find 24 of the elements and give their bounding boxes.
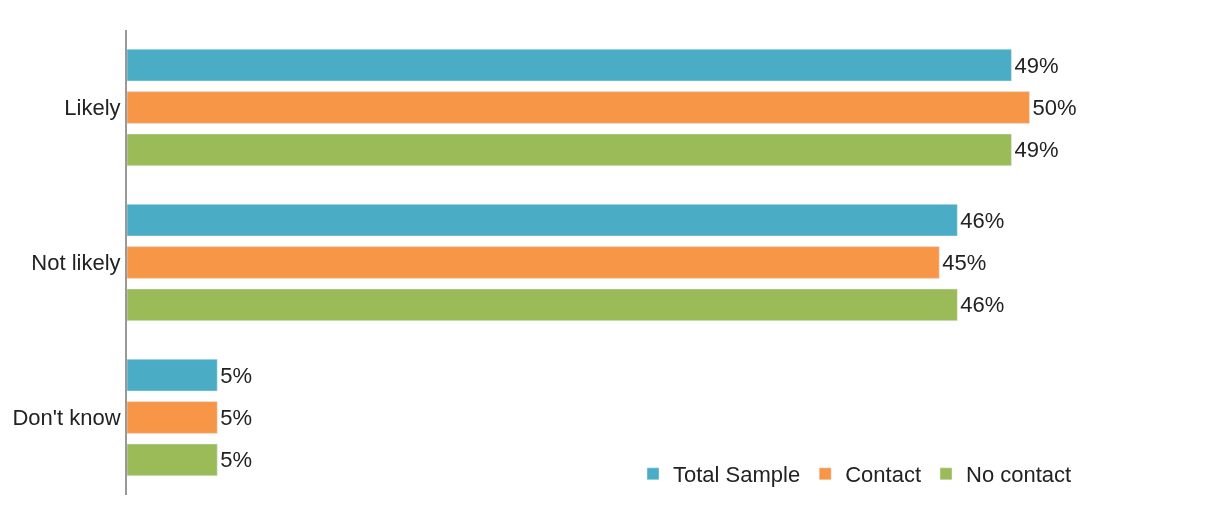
bar (127, 49, 1012, 82)
y-tick-label: Likely (64, 95, 121, 121)
bar (127, 204, 958, 237)
data-label: 49% (1014, 52, 1059, 78)
legend-label: Total Sample (673, 462, 801, 488)
data-label: 50% (1032, 95, 1077, 120)
legend-label: Contact (845, 462, 922, 488)
bar (127, 246, 940, 279)
data-label: 49% (1014, 137, 1059, 163)
bar (127, 91, 1030, 124)
legend-label: No contact (966, 462, 1072, 488)
data-label: 5% (220, 405, 253, 430)
bar (127, 288, 958, 321)
data-label: 46% (960, 292, 1005, 318)
data-label: 45% (942, 250, 987, 275)
data-label: 5% (220, 362, 253, 388)
bar (127, 359, 218, 392)
data-label: 46% (960, 207, 1005, 233)
bar (127, 401, 218, 434)
bar (127, 133, 1012, 166)
data-label: 5% (220, 447, 253, 473)
bar (127, 443, 218, 476)
y-tick-label: Not likely (31, 250, 121, 276)
y-tick-label: Don't know (12, 405, 121, 431)
